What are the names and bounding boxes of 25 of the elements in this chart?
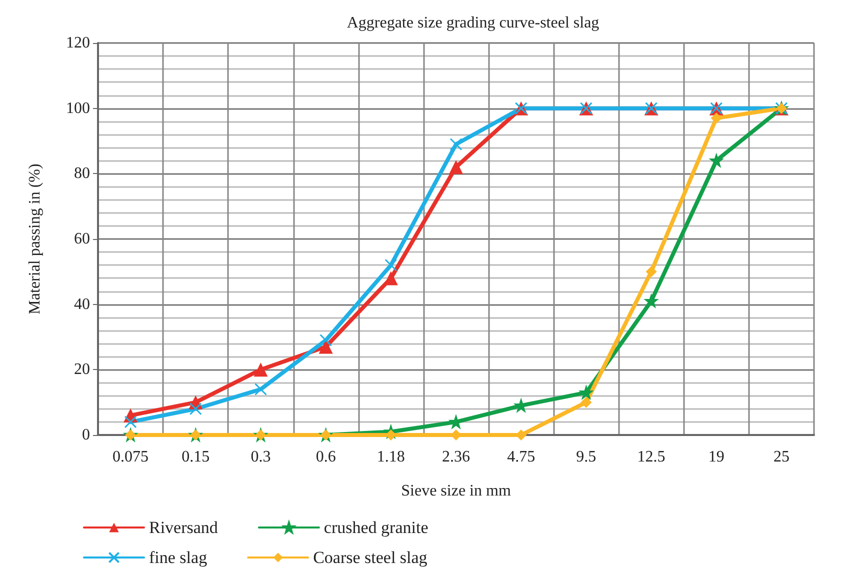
x-tick-label: 12.5 [637, 448, 666, 466]
x-tick-label: 0.3 [250, 448, 271, 466]
y-tick-label: 0 [82, 426, 90, 444]
x-tick-label: 0.15 [182, 448, 210, 466]
y-tick-label: 20 [74, 361, 90, 378]
y-tick-label: 60 [74, 230, 90, 248]
x-tick-label: 2.36 [442, 448, 470, 466]
x-tick-label: 1.18 [376, 448, 405, 466]
x-tick-label: 4.75 [507, 448, 536, 466]
x-tick-label: 0.075 [112, 448, 149, 466]
legend-label: crushed granite [324, 518, 428, 537]
x-tick-label: 25 [773, 448, 790, 466]
y-tick-label: 80 [74, 165, 90, 182]
x-axis-title: Sieve size in mm [401, 482, 512, 500]
x-tick-label: 19 [708, 448, 724, 466]
x-tick-label: 0.6 [316, 448, 336, 466]
legend-label: Riversand [149, 518, 218, 537]
legend-label: Coarse steel slag [313, 548, 428, 567]
x-tick-label: 9.5 [576, 448, 596, 466]
y-tick-label: 120 [66, 34, 90, 52]
legend-label: fine slag [149, 548, 208, 567]
chart-title: Aggregate size grading curve-steel slag [346, 14, 600, 32]
y-axis-title: Material passing in (%) [26, 164, 44, 314]
y-tick-label: 40 [74, 296, 90, 313]
y-tick-label: 100 [66, 100, 90, 117]
